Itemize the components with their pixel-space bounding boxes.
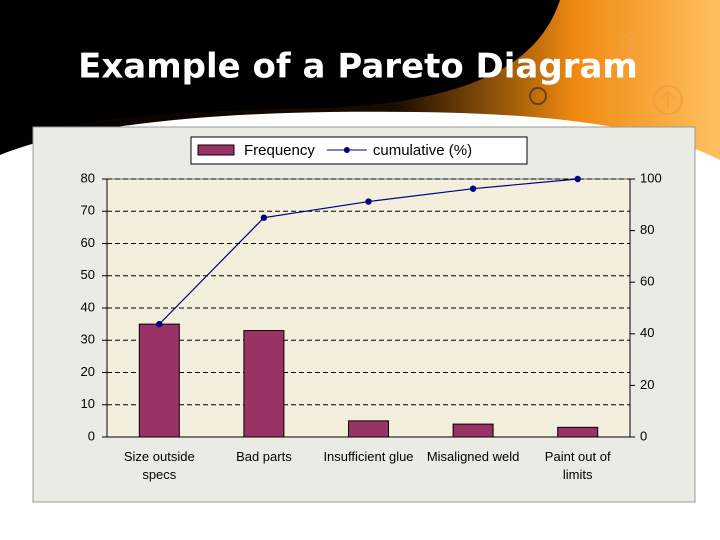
y-tick-label: 30 — [81, 332, 95, 347]
legend-label: cumulative (%) — [373, 142, 472, 159]
y-tick-label: 70 — [81, 203, 95, 218]
y2-tick-label: 20 — [640, 377, 654, 392]
y2-tick-label: 40 — [640, 325, 654, 340]
marker — [260, 214, 268, 221]
x-tick-label: Misaligned weld — [426, 449, 520, 464]
y-tick-label: 60 — [81, 235, 95, 250]
y-tick-label: 80 — [81, 170, 95, 185]
legend-swatch — [197, 144, 235, 156]
marker — [156, 320, 163, 328]
bar — [557, 426, 599, 438]
bar — [452, 423, 494, 438]
y2-tick-label: 60 — [640, 274, 654, 289]
legend-swatch — [343, 147, 350, 153]
marker — [469, 185, 477, 192]
decor-icons — [529, 33, 683, 115]
y-tick-label: 40 — [81, 299, 95, 314]
y2-tick-label: 0 — [640, 428, 647, 443]
x-tick-label: Paint out of limits — [544, 449, 611, 482]
x-tick-label: Bad parts — [236, 449, 292, 464]
marker — [365, 198, 372, 205]
y2-tick-label: 100 — [640, 170, 662, 185]
y-tick-label: 0 — [88, 428, 95, 443]
y-tick-label: 10 — [81, 396, 95, 411]
bar — [138, 323, 180, 438]
slide-title: Example of a Pareto Diagram — [78, 47, 638, 87]
bar — [243, 330, 285, 438]
y2-tick-label: 80 — [640, 222, 654, 237]
header-dark — [0, 0, 560, 140]
bar — [348, 420, 389, 438]
marker — [574, 175, 581, 183]
x-tick-label: Size outside specs — [123, 449, 195, 482]
y-tick-label: 20 — [81, 364, 95, 379]
y-tick-label: 50 — [81, 267, 95, 282]
legend-label: Frequency — [244, 142, 315, 159]
x-tick-label: Insufficient glue — [323, 449, 414, 464]
